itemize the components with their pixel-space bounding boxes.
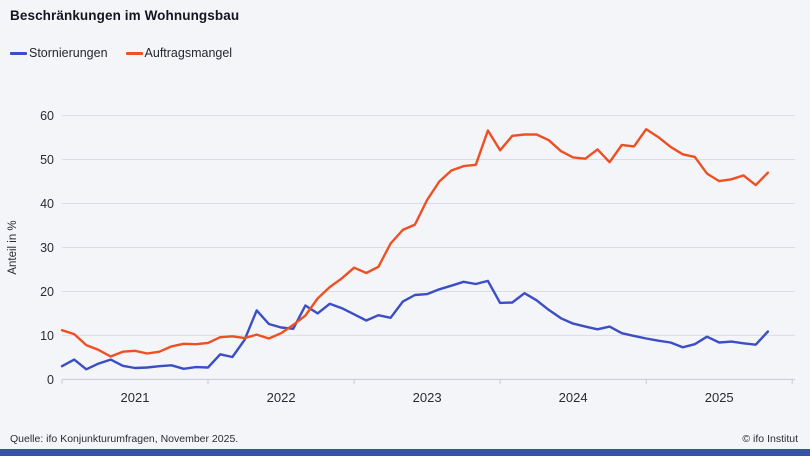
y-axis-title: Anteil in %	[7, 220, 19, 274]
y-tick-label: 40	[40, 197, 54, 211]
source-note: Quelle: ifo Konjunkturumfragen, November…	[10, 433, 239, 445]
legend-item-stornierungen: Stornierungen	[10, 46, 108, 60]
chart-legend: Stornierungen Auftragsmangel	[10, 46, 232, 60]
y-tick-label: 30	[40, 241, 54, 255]
line-chart: 0 10 20 30 40 50 60 2021 2022 2023 2024 2025 Anteil …	[7, 109, 795, 405]
x-tick-label: 2021	[121, 390, 150, 405]
y-tick-label: 20	[40, 285, 54, 299]
y-tick-label: 60	[40, 109, 54, 123]
legend-label-auftragsmangel: Auftragsmangel	[144, 46, 233, 60]
x-tick-label: 2022	[267, 390, 296, 405]
y-tick-label: 0	[47, 373, 54, 387]
bottom-accent-bar	[0, 449, 810, 456]
legend-item-auftragsmangel: Auftragsmangel	[125, 46, 233, 60]
x-tick-label: 2023	[413, 390, 442, 405]
y-tick-label: 10	[40, 329, 54, 343]
legend-swatch-auftragsmangel	[125, 51, 143, 55]
series-line-auftragsmangel	[60, 127, 770, 358]
legend-label-stornierungen: Stornierungen	[29, 46, 108, 60]
y-tick-label: 50	[40, 153, 54, 167]
x-tick-label: 2025	[705, 390, 734, 405]
legend-swatch-stornierungen	[10, 51, 27, 55]
chart-title: Beschränkungen im Wohnungsbau	[10, 8, 240, 23]
copyright-note: © ifo Institut	[742, 433, 798, 445]
series-line-stornierungen	[60, 279, 770, 371]
x-tick-label: 2024	[559, 390, 588, 405]
